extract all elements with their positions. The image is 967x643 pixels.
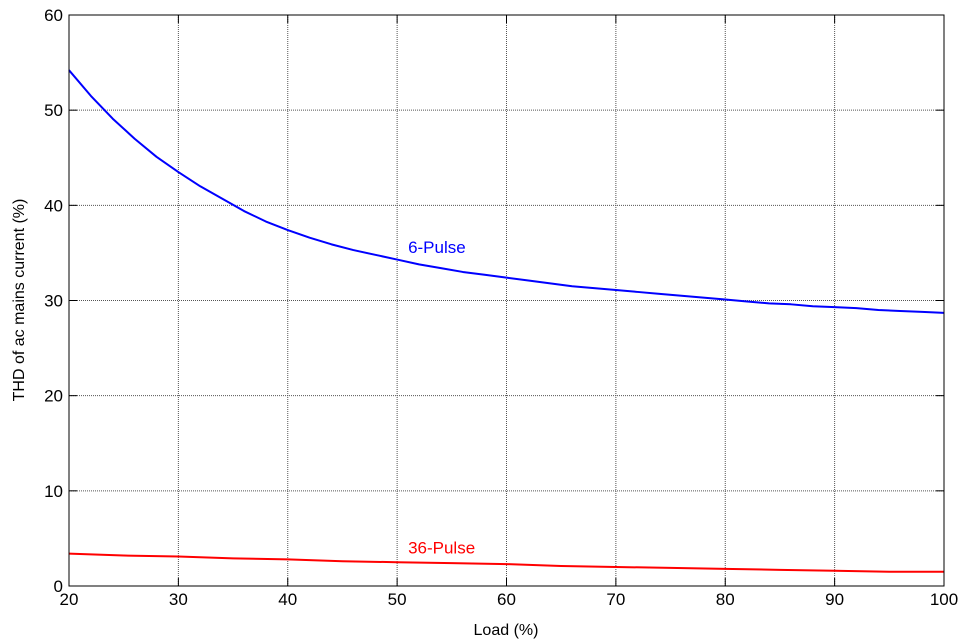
x-tick-label: 80 xyxy=(716,590,735,609)
x-tick-label: 60 xyxy=(497,590,516,609)
x-axis-label: Load (%) xyxy=(474,622,539,639)
x-tick-label: 20 xyxy=(60,590,79,609)
annotation-0: 6-Pulse xyxy=(408,238,466,257)
series-line-0 xyxy=(68,69,945,314)
annotations: 6-Pulse 36-Pulse xyxy=(408,238,475,558)
y-tick-label: 40 xyxy=(44,196,63,215)
series-line-1 xyxy=(68,552,944,573)
plot-area xyxy=(69,15,944,586)
x-tick-label: 30 xyxy=(169,590,188,609)
y-tick-label: 60 xyxy=(44,6,63,25)
y-tick-label: 50 xyxy=(44,101,63,120)
x-tick-label: 70 xyxy=(606,590,625,609)
y-tick-label: 0 xyxy=(54,577,63,596)
ticks: 20 30 40 50 60 70 80 90 100 0 10 20 30 40 50 60 xyxy=(44,6,958,609)
y-tick-label: 20 xyxy=(44,387,63,406)
x-tick-label: 40 xyxy=(278,590,297,609)
y-axis-label: THD of ac mains current (%) xyxy=(11,199,28,402)
series-layer xyxy=(68,69,945,573)
y-tick-label: 10 xyxy=(44,482,63,501)
x-tick-label: 50 xyxy=(388,590,407,609)
x-tick-label: 100 xyxy=(930,590,958,609)
annotation-1: 36-Pulse xyxy=(408,539,475,558)
y-tick-label: 30 xyxy=(44,292,63,311)
x-tick-label: 90 xyxy=(825,590,844,609)
